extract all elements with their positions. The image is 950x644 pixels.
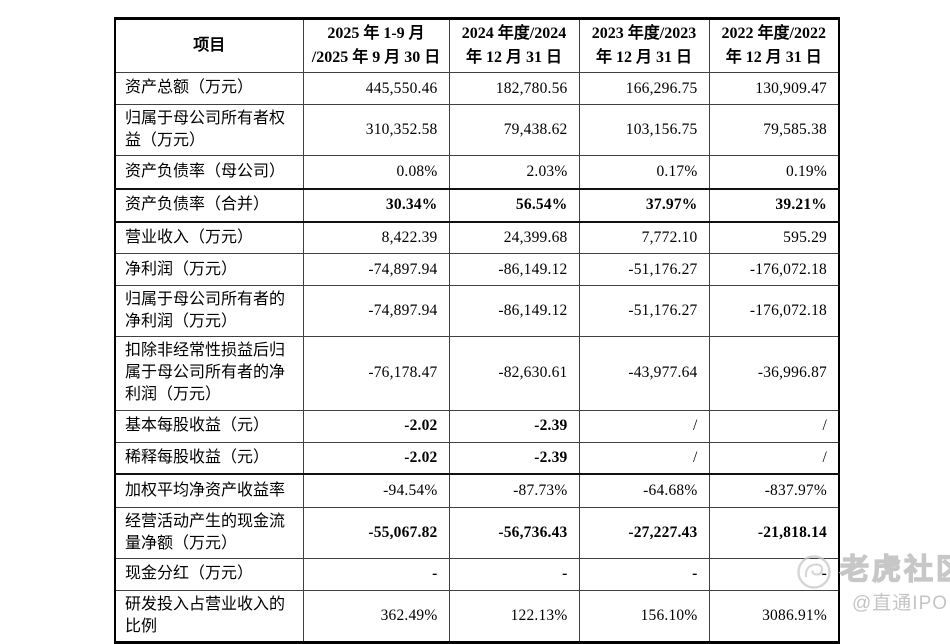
cell-value: - (578, 557, 710, 591)
cell-value: -94.54% (302, 473, 450, 508)
cell-value: -76,178.47 (302, 336, 450, 411)
cell-value: -21,818.14 (708, 506, 840, 559)
cell-value: / (578, 409, 710, 443)
cell-value: 0.19% (708, 155, 840, 190)
row-label: 资产负债率（母公司） (114, 155, 304, 190)
cell-value: -837.97% (708, 473, 840, 508)
cell-value: 156.10% (578, 589, 710, 644)
cell-value: 3086.91% (708, 589, 840, 644)
cell-value: 30.34% (302, 187, 450, 223)
watermark-handle-text: @直通IPO (852, 593, 949, 614)
row-label: 净利润（万元） (114, 253, 304, 287)
cell-value: -55,067.82 (302, 506, 450, 559)
row-label: 扣除非经常性损益后归属于母公司所有者的净利润（万元） (114, 336, 304, 411)
cell-value: 182,780.56 (448, 72, 580, 105)
row-label: 资产负债率（合并） (114, 187, 304, 223)
cell-value: / (578, 441, 710, 475)
cell-value: -64.68% (578, 473, 710, 508)
cell-value: 103,156.75 (578, 103, 710, 157)
cell-value: 0.17% (578, 155, 710, 190)
row-label: 基本每股收益（元） (114, 409, 304, 443)
cell-value: 79,585.38 (708, 103, 840, 157)
column-header-2022: 2022 年度/2022 年 12 月 31 日 (708, 17, 840, 73)
table-row-weighted-roe: 加权平均净资产收益率 -94.54% -87.73% -64.68% -837.… (114, 473, 840, 508)
cell-value: 56.54% (448, 187, 580, 223)
cell-value: 0.08% (302, 155, 450, 190)
cell-value: 39.21% (708, 187, 840, 223)
column-header-2023: 2023 年度/2023 年 12 月 31 日 (578, 17, 710, 73)
cell-value: 122.13% (448, 589, 580, 644)
cell-value: / (708, 409, 840, 443)
row-label: 营业收入（万元） (114, 221, 304, 255)
cell-value: 2.03% (448, 155, 580, 190)
cell-value: -2.02 (302, 409, 450, 443)
cell-value: 310,352.58 (302, 103, 450, 157)
cell-value: -86,149.12 (448, 253, 580, 287)
row-label: 资产总额（万元） (114, 72, 304, 105)
table-row-rd-ratio: 研发投入占营业收入的比例 362.49% 122.13% 156.10% 308… (114, 589, 840, 644)
cell-value: - (302, 557, 450, 591)
cell-value: -82,630.61 (448, 336, 580, 411)
cell-value: 362.49% (302, 589, 450, 644)
table-row-diluted-eps: 稀释每股收益（元） -2.02 -2.39 / / (114, 441, 840, 475)
column-header-2024: 2024 年度/2024 年 12 月 31 日 (448, 17, 580, 73)
cell-value: 595.29 (708, 221, 840, 255)
table-row-cash-dividend: 现金分红（万元） - - - - (114, 557, 840, 591)
cell-value: -51,176.27 (578, 285, 710, 338)
table-row-total-assets: 资产总额（万元） 445,550.46 182,780.56 166,296.7… (114, 72, 840, 105)
cell-value: -36,996.87 (708, 336, 840, 411)
financial-summary-table: 项目 2025 年 1-9 月 /2025 年 9 月 30 日 2024 年度… (114, 17, 840, 644)
column-header-2025: 2025 年 1-9 月 /2025 年 9 月 30 日 (302, 17, 450, 73)
row-label: 现金分红（万元） (114, 557, 304, 591)
cell-value: -43,977.64 (578, 336, 710, 411)
cell-value: 166,296.75 (578, 72, 710, 105)
cell-value: -86,149.12 (448, 285, 580, 338)
cell-value: -51,176.27 (578, 253, 710, 287)
cell-value: -56,736.43 (448, 506, 580, 559)
cell-value: - (448, 557, 580, 591)
row-label: 稀释每股收益（元） (114, 441, 304, 475)
row-label: 研发投入占营业收入的比例 (114, 589, 304, 644)
table-row-operating-cash-flow: 经营活动产生的现金流量净额（万元） -55,067.82 -56,736.43 … (114, 506, 840, 559)
cell-value: 445,550.46 (302, 72, 450, 105)
table-row-net-profit: 净利润（万元） -74,897.94 -86,149.12 -51,176.27… (114, 253, 840, 287)
cell-value: -74,897.94 (302, 253, 450, 287)
cell-value: 37.97% (578, 187, 710, 223)
table-row-net-profit-parent: 归属于母公司所有者的净利润（万元） -74,897.94 -86,149.12 … (114, 285, 840, 338)
cell-value: -87.73% (448, 473, 580, 508)
column-header-item: 项目 (114, 17, 304, 73)
cell-value: -27,227.43 (578, 506, 710, 559)
table-row-net-profit-deducted: 扣除非经常性损益后归属于母公司所有者的净利润（万元） -76,178.47 -8… (114, 336, 840, 411)
cell-value: -176,072.18 (708, 285, 840, 338)
cell-value: -176,072.18 (708, 253, 840, 287)
cell-value: -2.39 (448, 441, 580, 475)
cell-value: 24,399.68 (448, 221, 580, 255)
cell-value: -2.02 (302, 441, 450, 475)
cell-value: -74,897.94 (302, 285, 450, 338)
row-label: 加权平均净资产收益率 (114, 473, 304, 508)
table-row-debt-ratio-parent: 资产负债率（母公司） 0.08% 2.03% 0.17% 0.19% (114, 155, 840, 190)
table-row-parent-equity: 归属于母公司所有者权益（万元） 310,352.58 79,438.62 103… (114, 103, 840, 157)
cell-value: 8,422.39 (302, 221, 450, 255)
watermark-brand-text: 老虎社区 (839, 553, 950, 586)
header-row: 项目 2025 年 1-9 月 /2025 年 9 月 30 日 2024 年度… (114, 17, 840, 73)
row-label: 归属于母公司所有者的净利润（万元） (114, 285, 304, 338)
cell-value: -2.39 (448, 409, 580, 443)
table-row-revenue: 营业收入（万元） 8,422.39 24,399.68 7,772.10 595… (114, 221, 840, 255)
cell-value: / (708, 441, 840, 475)
table-row-basic-eps: 基本每股收益（元） -2.02 -2.39 / / (114, 409, 840, 443)
row-label: 归属于母公司所有者权益（万元） (114, 103, 304, 157)
cell-value: - (708, 557, 840, 591)
cell-value: 130,909.47 (708, 72, 840, 105)
cell-value: 79,438.62 (448, 103, 580, 157)
row-label: 经营活动产生的现金流量净额（万元） (114, 506, 304, 559)
cell-value: 7,772.10 (578, 221, 710, 255)
table-row-debt-ratio-consolidated: 资产负债率（合并） 30.34% 56.54% 37.97% 39.21% (114, 187, 840, 223)
